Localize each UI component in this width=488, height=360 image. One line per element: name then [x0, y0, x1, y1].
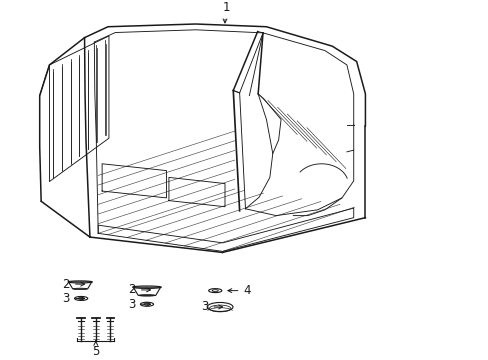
Text: 3: 3: [62, 292, 70, 305]
Text: 4: 4: [243, 284, 250, 297]
Text: 3: 3: [128, 298, 136, 311]
Text: 3: 3: [201, 301, 208, 314]
Text: 5: 5: [92, 345, 99, 358]
Text: 2: 2: [62, 278, 70, 291]
Text: 2: 2: [128, 283, 136, 296]
Text: 1: 1: [222, 1, 229, 14]
